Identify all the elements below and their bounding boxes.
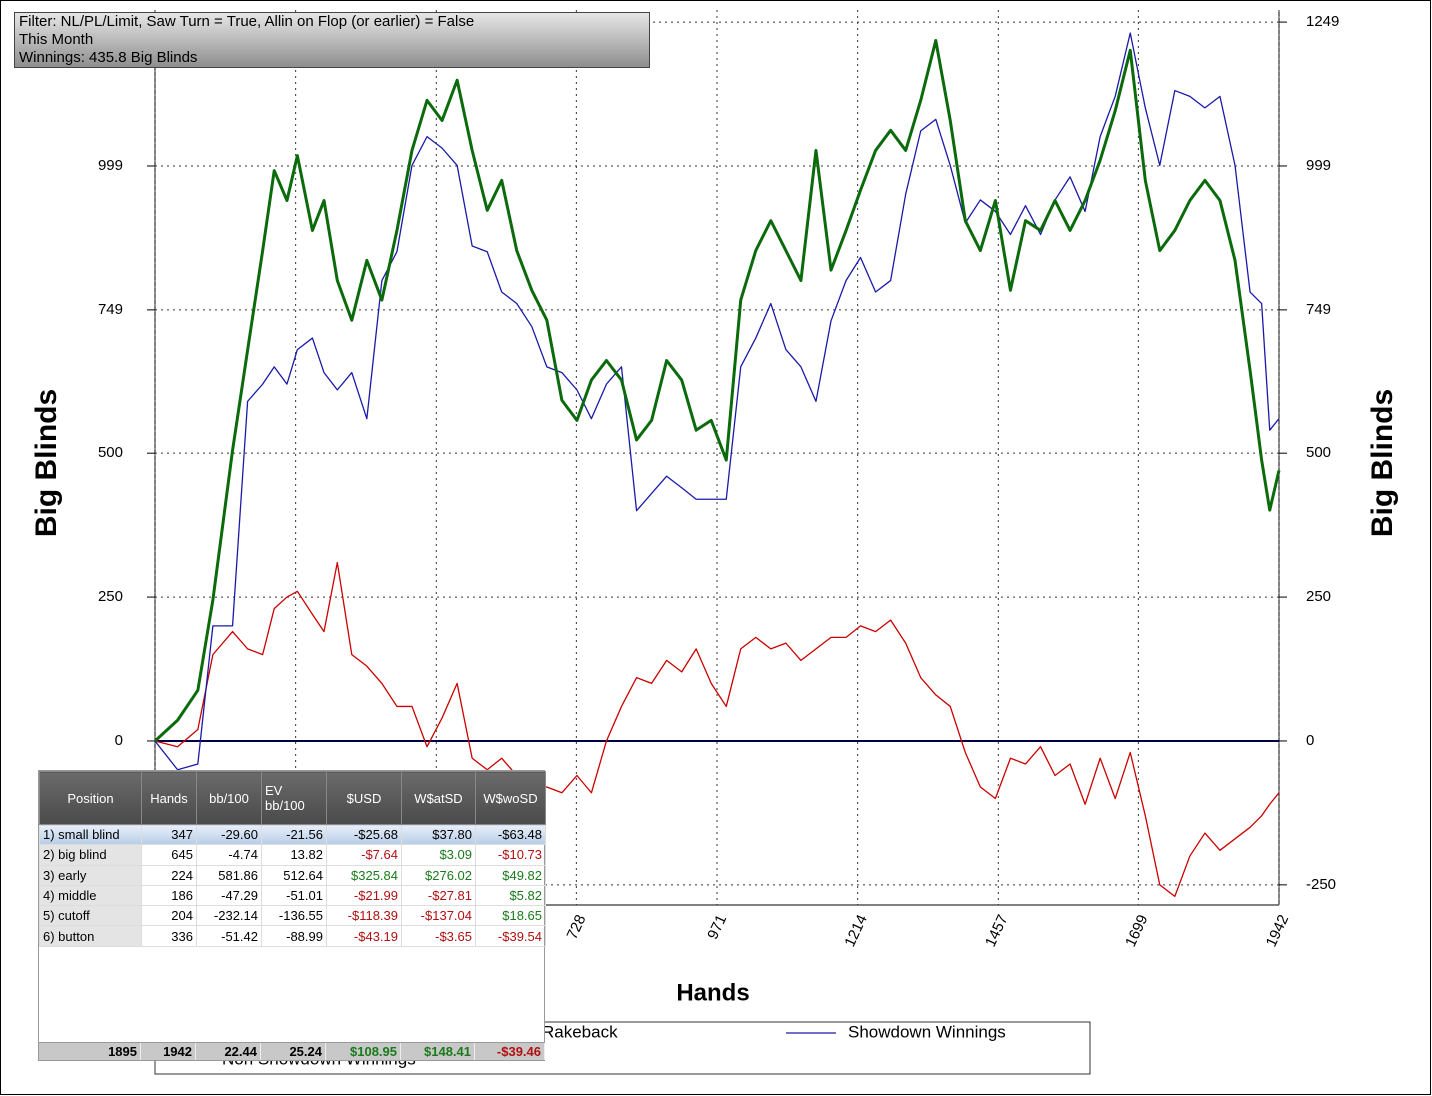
table-row[interactable]: 6) button 336 -51.42 -88.99 -$43.19 -$3.65 -$3… <box>39 925 546 947</box>
line-series <box>154 561 1280 898</box>
x-tick-label: 1214 <box>841 912 871 949</box>
table-cell: $276.02 <box>401 864 476 886</box>
y2-tick-label: -250 <box>1306 876 1336 893</box>
table-cell: $3.09 <box>401 844 476 866</box>
table-cell: 5) cutoff <box>39 905 142 927</box>
total-cell: 1942 <box>141 1043 196 1060</box>
column-header: W$atSD <box>401 771 476 825</box>
table-cell: 224 <box>141 864 197 886</box>
table-row[interactable]: 1) small blind 347 -29.60 -21.56 -$25.68 $37.… <box>39 823 546 846</box>
y-tick-label: 0 <box>115 732 123 749</box>
y2-tick-label: 999 <box>1306 157 1331 174</box>
total-cell: 25.24 <box>261 1043 326 1060</box>
table-cell: -$39.54 <box>475 925 546 947</box>
y-tick-label: 749 <box>98 301 123 318</box>
line-series <box>153 39 1281 743</box>
x-tick-label: 971 <box>704 912 730 942</box>
column-header: W$woSD <box>475 771 546 825</box>
y2-tick-label: 500 <box>1306 444 1331 461</box>
table-cell: 581.86 <box>196 864 262 886</box>
table-cell: $37.80 <box>401 823 476 846</box>
column-header: Position <box>39 771 142 825</box>
table-cell: $5.82 <box>475 884 546 907</box>
table-cell: 4) middle <box>39 884 142 907</box>
y-tick-label: 500 <box>98 444 123 461</box>
column-header: $USD <box>326 771 402 825</box>
filter-line: This Month <box>19 31 94 48</box>
total-cell: 22.44 <box>196 1043 261 1060</box>
table-cell: -$118.39 <box>326 905 402 927</box>
table-row[interactable]: 4) middle 186 -47.29 -51.01 -$21.99 -$27.81 $5… <box>39 884 546 907</box>
total-cell: -$39.46 <box>475 1043 545 1060</box>
table-cell: 6) button <box>39 925 142 947</box>
table-cell: -$137.04 <box>401 905 476 927</box>
column-header: bb/100 <box>196 771 262 825</box>
filter-line: Filter: NL/PL/Limit, Saw Turn = True, Al… <box>19 13 475 30</box>
y-tick-label: 250 <box>98 588 123 605</box>
totals-row: 1895 1942 22.44 25.24 $108.95 $148.41 -$39.46 <box>39 1042 545 1060</box>
table-row[interactable]: 2) big blind 645 -4.74 13.82 -$7.64 $3.09 -$10… <box>39 844 546 866</box>
legend-label: Rakeback <box>542 1022 618 1041</box>
table-cell: -51.42 <box>196 925 262 947</box>
total-cell: 1895 <box>39 1043 141 1060</box>
filter-line: Winnings: 435.8 Big Blinds <box>19 49 198 66</box>
x-tick-label: 728 <box>564 912 590 942</box>
table-cell: 3) early <box>39 864 142 886</box>
legend-label: Showdown Winnings <box>848 1022 1006 1041</box>
x-tick-label: 1457 <box>982 912 1012 949</box>
table-cell: -$43.19 <box>326 925 402 947</box>
table-cell: -136.55 <box>261 905 327 927</box>
table-cell: -$3.65 <box>401 925 476 947</box>
table-cell: -88.99 <box>261 925 327 947</box>
table-row[interactable]: 5) cutoff 204 -232.14 -136.55 -$118.39 -$137.… <box>39 905 546 927</box>
column-header: Hands <box>141 771 197 825</box>
table-cell: 645 <box>141 844 197 866</box>
table-row[interactable]: 3) early 224 581.86 512.64 $325.84 $276.02 $49… <box>39 864 546 886</box>
y-axis-label: Big Blinds <box>30 389 63 537</box>
table-cell: 512.64 <box>261 864 327 886</box>
table-cell: -$25.68 <box>326 823 402 846</box>
table-cell: $18.65 <box>475 905 546 927</box>
table-cell: -$7.64 <box>326 844 402 866</box>
total-cell: $108.95 <box>326 1043 401 1060</box>
y2-tick-label: 250 <box>1306 588 1331 605</box>
x-tick-label: 1699 <box>1122 912 1152 949</box>
table-cell: 2) big blind <box>39 844 142 866</box>
table-cell: $325.84 <box>326 864 402 886</box>
total-cell: $148.41 <box>401 1043 475 1060</box>
table-cell: -$63.48 <box>475 823 546 846</box>
x-tick-label: 1942 <box>1263 912 1293 949</box>
table: Position Hands bb/100 EV bb/100 $USD W$atSD W$… <box>39 771 546 947</box>
table-cell: 13.82 <box>261 844 327 866</box>
table-cell: $49.82 <box>475 864 546 886</box>
table-cell: -$27.81 <box>401 884 476 907</box>
x-axis-label: Hands <box>676 979 749 1006</box>
table-cell: -$21.99 <box>326 884 402 907</box>
y2-tick-label: 0 <box>1306 732 1314 749</box>
y2-tick-label: 749 <box>1306 301 1331 318</box>
table-cell: -51.01 <box>261 884 327 907</box>
y2-tick-label: 1249 <box>1306 13 1339 30</box>
filter-box: Filter: NL/PL/Limit, Saw Turn = True, Al… <box>14 12 650 68</box>
table-cell: 1) small blind <box>39 823 142 846</box>
y-tick-label: 999 <box>98 157 123 174</box>
table-cell: 347 <box>141 823 197 846</box>
table-cell: -29.60 <box>196 823 262 846</box>
table-cell: 204 <box>141 905 197 927</box>
table-cell: 186 <box>141 884 197 907</box>
table-cell: 336 <box>141 925 197 947</box>
y2-axis-label: Big Blinds <box>1366 389 1399 537</box>
line-series <box>154 32 1280 771</box>
table-cell: -232.14 <box>196 905 262 927</box>
table-cell: -47.29 <box>196 884 262 907</box>
position-table: Position Hands bb/100 EV bb/100 $USD W$atSD W$… <box>38 770 546 1061</box>
table-cell: -$10.73 <box>475 844 546 866</box>
table-cell: -21.56 <box>261 823 327 846</box>
column-header: EV bb/100 <box>261 771 327 825</box>
table-cell: -4.74 <box>196 844 262 866</box>
